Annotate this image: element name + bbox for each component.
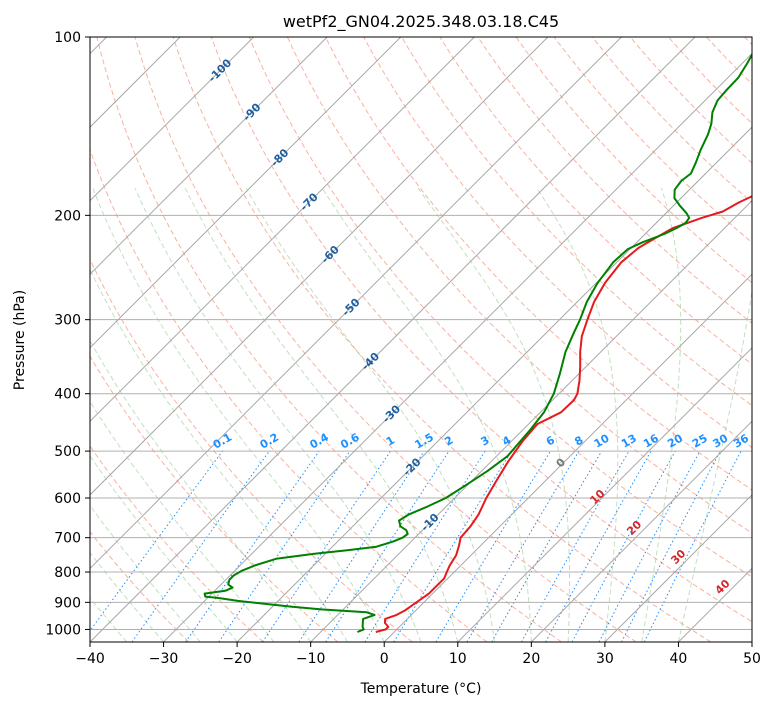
x-tick-label: −10	[296, 651, 326, 667]
moist-adiabat	[184, 187, 459, 642]
isotherm-gridline	[163, 52, 752, 642]
chart-title: wetPf2_GN04.2025.348.03.18.C45	[283, 12, 559, 32]
dry-adiabat	[477, 37, 752, 324]
y-tick-label: 300	[54, 313, 81, 329]
mixing-ratio-line	[218, 450, 351, 642]
y-tick-label: 400	[54, 387, 81, 403]
mixing-ratio-line	[185, 450, 320, 642]
dry-adiabat	[515, 37, 752, 284]
isotherm-gridline	[90, 37, 402, 349]
axes: −40 −30 −20 −10 0 10 20 30 40 50 100 200 300 400 500 60…	[45, 30, 761, 667]
moist-adiabat	[90, 268, 348, 642]
dry-adiabat	[591, 37, 752, 204]
dewpoint-profile-line	[203, 52, 752, 633]
x-tick-label: −20	[222, 651, 252, 667]
moist-adiabat	[536, 187, 619, 642]
y-tick-label: 700	[54, 531, 81, 547]
dry-adiabat	[248, 37, 752, 578]
dry-adiabat	[90, 355, 339, 642]
isotherm-gridline	[90, 37, 696, 642]
y-tick-label: 200	[54, 208, 81, 224]
dry-adiabat	[401, 37, 752, 407]
x-tick-label: 20	[522, 651, 540, 667]
isotherm-gridline	[90, 37, 622, 570]
x-tick-label: −40	[75, 651, 105, 667]
moist-adiabat	[641, 188, 682, 642]
mixing-ratio-line	[571, 450, 676, 642]
x-tick-label: 0	[380, 651, 389, 667]
moist-adiabat	[90, 551, 164, 642]
y-tick-label: 100	[54, 30, 81, 46]
background-lines	[90, 37, 752, 642]
x-tick-label: −30	[149, 651, 179, 667]
moist-adiabat	[90, 454, 238, 642]
dry-adiabat	[210, 37, 752, 623]
y-tick-label: 1000	[45, 622, 81, 638]
x-tick-label: 50	[743, 651, 761, 667]
y-tick-label: 800	[54, 565, 81, 581]
moist-adiabat	[90, 400, 275, 642]
y-tick-label: 600	[54, 491, 81, 507]
isotherm-gridline	[90, 37, 255, 202]
dry-adiabat	[439, 37, 752, 365]
moist-adiabat	[92, 188, 385, 642]
mixing-ratio-line	[90, 450, 223, 632]
y-axis-label: Pressure (hPa)	[12, 290, 28, 390]
plot-frame	[89, 36, 753, 643]
dry-adiabat	[90, 258, 413, 642]
mixing-ratio-line	[491, 450, 603, 642]
isotherm-gridline	[604, 494, 752, 642]
mixing-ratio-line	[325, 450, 450, 642]
moist-adiabat	[245, 187, 496, 642]
x-tick-label: 40	[670, 651, 688, 667]
isotherm-gridline	[90, 37, 475, 423]
dry-adiabat	[134, 37, 637, 642]
isotherm-gridline	[457, 347, 752, 642]
isotherm-gridline	[90, 37, 328, 275]
x-tick-label: 10	[449, 651, 467, 667]
dry-adiabat	[172, 37, 712, 642]
mixing-ratio-line	[131, 450, 270, 642]
y-tick-label: 900	[54, 595, 81, 611]
isotherm-gridline	[530, 420, 752, 642]
mixing-ratio-line	[521, 450, 630, 642]
mixing-ratio-line	[435, 450, 551, 642]
mixing-ratio-line	[466, 450, 580, 642]
x-axis-label: Temperature (°C)	[360, 681, 482, 697]
moist-adiabat	[417, 187, 570, 642]
moist-adiabat	[90, 504, 201, 642]
mixing-ratio-line	[393, 450, 513, 642]
y-tick-label: 500	[54, 444, 81, 460]
isotherm-gridline	[310, 199, 752, 642]
x-tick-label: 30	[596, 651, 614, 667]
dry-adiabat	[90, 531, 190, 642]
isotherm-gridline	[90, 37, 549, 496]
dry-adiabat	[325, 37, 752, 491]
moist-adiabat	[677, 288, 752, 642]
isotherm-gridline	[236, 126, 752, 642]
dry-adiabat	[286, 37, 752, 534]
isotherm-gridline	[383, 273, 752, 642]
dry-adiabat	[90, 148, 488, 642]
dry-adiabat	[96, 37, 562, 642]
profile-lines	[203, 52, 752, 633]
moist-adiabat	[321, 187, 532, 642]
temperature-profile-line	[375, 195, 752, 633]
mixing-ratio-line	[364, 450, 486, 642]
